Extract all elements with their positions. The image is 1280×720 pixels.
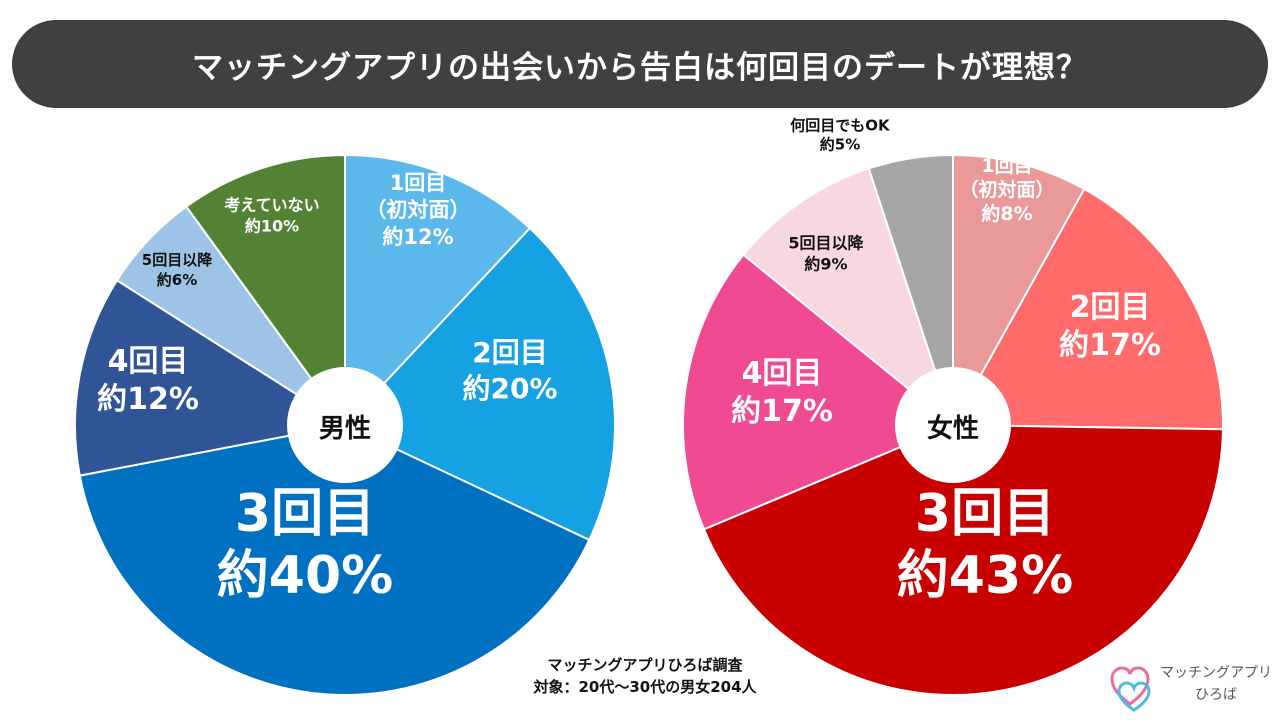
slice-label: 5回目以降約9% bbox=[788, 233, 864, 273]
slice-category-label: 5回目以降 bbox=[788, 233, 864, 252]
slice-label: 3回目約43% bbox=[897, 484, 1073, 606]
pie-slice bbox=[742, 167, 956, 428]
survey-source: マッチングアプリひろば調査 対象：20代〜30代の男女204人 bbox=[440, 654, 850, 698]
slice-label: 1回目 （初対面） 約12% bbox=[366, 171, 471, 249]
brand-logo: マッチングアプリ ひろば bbox=[1110, 658, 1280, 718]
slice-label: 5回目以降約6% bbox=[142, 251, 213, 289]
pie-chart-female: 1回目（初対面）約8%2回目約17%3回目約43%4回目約17%5回目以降約9%… bbox=[682, 117, 1224, 696]
slice-label: 4回目約17% bbox=[731, 356, 833, 429]
pie-slice bbox=[344, 153, 532, 428]
slice-category-label: 何回目でもOK bbox=[790, 117, 891, 135]
slice-category-label: 4回目 bbox=[742, 356, 823, 391]
slice-value-label: 約43% bbox=[897, 546, 1073, 606]
pie-slice bbox=[867, 153, 954, 426]
chart-title: マッチングアプリの出会いから告白は何回目のデートが理想？ bbox=[192, 49, 1088, 86]
slice-label: 2回目約20% bbox=[462, 336, 557, 405]
slice-value-label: 約6% bbox=[157, 271, 197, 289]
slice-value-label: 約8% bbox=[981, 202, 1032, 225]
slice-label: 1回目（初対面）約8% bbox=[959, 155, 1054, 225]
slice-value-label: 約12% bbox=[382, 225, 453, 249]
slice-value-label: 約10% bbox=[245, 216, 299, 235]
slice-value-label: 約40% bbox=[217, 546, 393, 606]
slice-category-label: 1回目 bbox=[390, 171, 447, 195]
slice-value-label: 約17% bbox=[731, 394, 833, 429]
slice-category-label: 3回目 bbox=[235, 484, 375, 544]
source-line-1: マッチングアプリひろば調査 bbox=[547, 656, 743, 674]
logo-line-1: マッチングアプリ bbox=[1160, 665, 1272, 681]
pie-slice bbox=[78, 423, 591, 696]
slice-label: 考えていない約10% bbox=[224, 195, 319, 235]
logo-line-2: ひろば bbox=[1195, 687, 1237, 703]
slice-label: 2回目約17% bbox=[1059, 290, 1161, 363]
pie-slice bbox=[951, 187, 1224, 431]
pie-center-label: 男性 bbox=[319, 414, 371, 444]
slice-value-label: 約9% bbox=[804, 254, 847, 273]
slice-value-label: 約20% bbox=[462, 372, 557, 405]
slice-category-label: 2回目 bbox=[1070, 290, 1151, 325]
pie-center-hole bbox=[287, 367, 403, 483]
slice-category-label: 2回目 bbox=[472, 336, 547, 369]
pie-slice bbox=[952, 153, 1086, 429]
pie-slice bbox=[74, 278, 348, 477]
pie-slice bbox=[184, 153, 346, 429]
pie-center-hole bbox=[895, 367, 1011, 483]
slice-label: 3回目約40% bbox=[217, 484, 393, 606]
pie-chart-male: 1回目（初対面）約12%2回目約20%3回目約40%4回目約12%5回目以降約6… bbox=[74, 153, 616, 696]
title-banner: マッチングアプリの出会いから告白は何回目のデートが理想？ bbox=[12, 20, 1268, 108]
slice-value-label: 約12% bbox=[97, 382, 199, 417]
slice-category-label: （初対面） bbox=[959, 178, 1054, 201]
pie-slice bbox=[682, 253, 955, 531]
pie-slice bbox=[702, 423, 1224, 696]
slice-category-label: 5回目以降 bbox=[142, 251, 213, 269]
slice-category-label: 3回目 bbox=[915, 484, 1055, 544]
slice-category-label: 1回目 bbox=[981, 155, 1032, 177]
source-line-2: 対象：20代〜30代の男女204人 bbox=[533, 678, 757, 696]
slice-category-label: 考えていない bbox=[224, 195, 319, 214]
slice-category-label: 4回目 bbox=[108, 344, 189, 379]
pie-center-label: 女性 bbox=[927, 413, 979, 444]
double-heart-icon bbox=[1110, 666, 1151, 712]
slice-category-label: （初対面） bbox=[366, 198, 471, 222]
slice-value-label: 約17% bbox=[1059, 328, 1161, 363]
logo-text: マッチングアプリ ひろば bbox=[1150, 662, 1280, 706]
slice-label: 4回目約12% bbox=[97, 344, 199, 417]
slice-label: 何回目でもOK 約5% bbox=[790, 117, 891, 154]
slice-value-label: 約5% bbox=[820, 136, 860, 154]
pie-slice bbox=[343, 226, 616, 542]
